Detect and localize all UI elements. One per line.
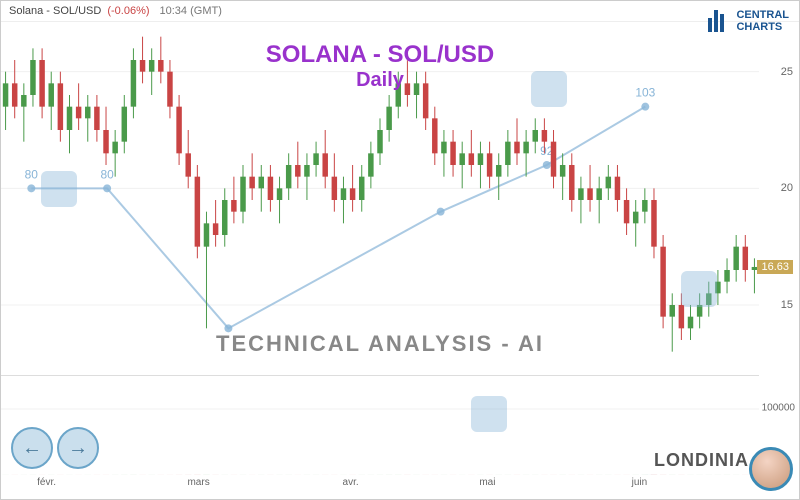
price-change: (-0.06%): [107, 5, 149, 17]
watermark-icon: [531, 71, 567, 107]
header-bar: Solana - SOL/USD (-0.06%) 10:34 (GMT): [1, 1, 799, 22]
nav-next-button[interactable]: →: [57, 427, 99, 469]
volume-chart[interactable]: [1, 375, 759, 475]
ticker-name: Solana - SOL/USD: [9, 5, 101, 17]
chart-container: Solana - SOL/USD (-0.06%) 10:34 (GMT) CE…: [0, 0, 800, 500]
svg-text:80: 80: [25, 167, 39, 181]
watermark-icon: [41, 171, 77, 207]
svg-text:80: 80: [100, 167, 114, 181]
svg-text:103: 103: [635, 86, 655, 100]
nav-arrows: ← →: [11, 427, 99, 469]
watermark-icon: [471, 396, 507, 432]
timestamp: 10:34 (GMT): [160, 5, 222, 17]
avatar-icon[interactable]: [749, 447, 793, 491]
x-axis: févr.marsavr.maijuin: [1, 477, 759, 495]
nav-prev-button[interactable]: ←: [11, 427, 53, 469]
londinia-label: LONDINIA: [654, 450, 749, 471]
watermark-icon: [681, 271, 717, 307]
y-axis-price: 15202516.63: [759, 25, 799, 375]
price-chart[interactable]: 808092103: [1, 25, 759, 375]
